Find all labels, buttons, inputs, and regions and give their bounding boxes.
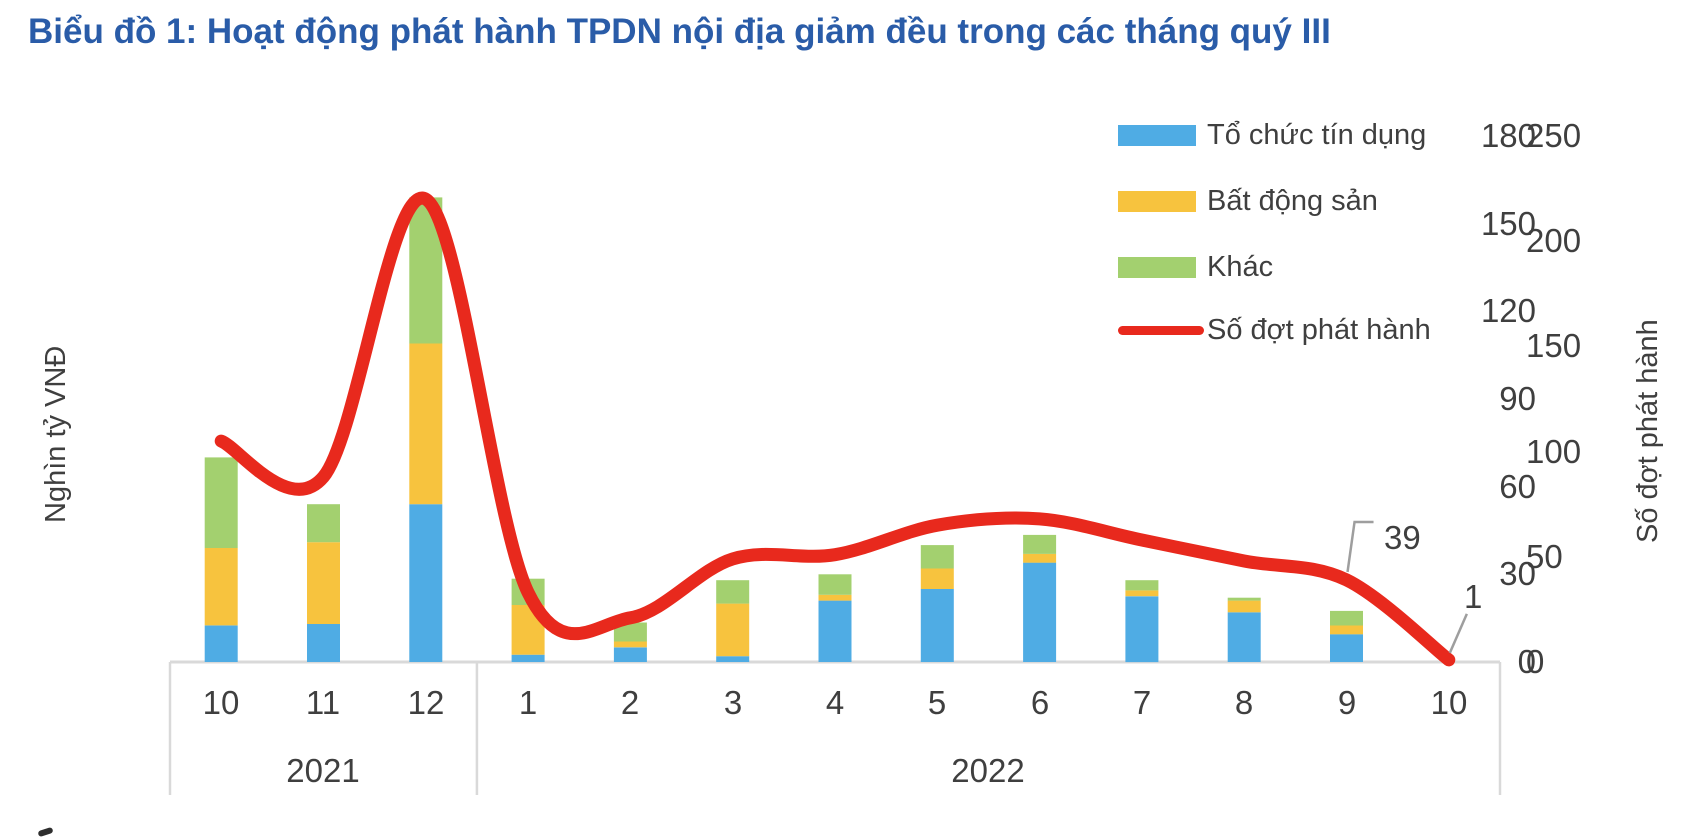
x-tick-6-4: 4 xyxy=(825,684,845,721)
bar-segment-s0-c6 xyxy=(818,600,852,662)
legend-swatch-green xyxy=(1118,256,1196,278)
bar-segment-s2-c10 xyxy=(1227,597,1261,601)
annotation-1: 1 xyxy=(1464,578,1483,615)
left-axis-tick-150: 150 xyxy=(1480,205,1536,242)
legend-label: Tổ chức tín dụng xyxy=(1207,118,1427,151)
bar-segment-s0-c8 xyxy=(1023,562,1057,662)
bar-segment-s2-c5 xyxy=(716,580,750,604)
bar-segment-s0-c5 xyxy=(716,656,750,662)
legend-label: Khác xyxy=(1207,250,1274,283)
x-tick-9-7: 7 xyxy=(1132,684,1152,721)
bar-segment-s2-c0 xyxy=(204,457,238,548)
bar-segment-s2-c6 xyxy=(818,574,852,595)
legend-swatch-yellow xyxy=(1118,190,1196,212)
right-axis-tick-250: 250 xyxy=(1526,117,1582,154)
legend-item-so-dot-phat-hanh: Số đợt phát hành xyxy=(1118,313,1431,347)
bar-segment-s2-c1 xyxy=(307,504,340,543)
chart-title: Biểu đồ 1: Hoạt động phát hành TPDN nội … xyxy=(28,12,1331,51)
left-axis-tick-60: 60 xyxy=(1499,468,1536,505)
bar-segment-s0-c4 xyxy=(613,647,647,662)
left-axis-tick-30: 30 xyxy=(1499,555,1536,592)
x-tick-8-6: 6 xyxy=(1030,684,1050,721)
legend-item-khac: Khác xyxy=(1118,250,1273,284)
x-tick-1-11: 11 xyxy=(305,684,341,721)
x-group-label-2022: 2022 xyxy=(951,752,1025,789)
bar-segment-s1-c5 xyxy=(716,603,750,657)
x-tick-2-12: 12 xyxy=(407,684,445,721)
right-axis-title: Số đợt phát hành xyxy=(1632,319,1664,543)
left-axis-title: Nghìn tỷ VNĐ xyxy=(40,345,72,523)
right-axis-tick-50: 50 xyxy=(1526,538,1563,575)
legend-item-to-chuc-tin-dung: Tổ chức tín dụng xyxy=(1118,118,1426,152)
bar-segment-s2-c8 xyxy=(1023,534,1057,554)
left-axis-tick-0: 0 xyxy=(1517,643,1536,680)
annotation-39: 39 xyxy=(1384,519,1421,556)
bar-segment-s1-c9 xyxy=(1125,590,1159,597)
bar-segment-s0-c9 xyxy=(1125,596,1159,663)
bar-segment-s0-c11 xyxy=(1330,634,1363,662)
bar-segment-s2-c7 xyxy=(920,545,954,569)
right-axis-tick-100: 100 xyxy=(1526,433,1582,470)
bar-segment-s2-c4 xyxy=(613,622,647,642)
bar-segment-s0-c2 xyxy=(409,504,443,662)
legend-swatch-blue xyxy=(1118,124,1196,146)
left-axis-tick-180: 180 xyxy=(1480,117,1536,154)
x-tick-11-9: 9 xyxy=(1337,684,1357,721)
bar-segment-s1-c4 xyxy=(613,641,647,648)
x-tick-5-3: 3 xyxy=(723,684,743,721)
x-tick-4-2: 2 xyxy=(620,684,640,721)
right-axis-tick-200: 200 xyxy=(1526,222,1582,259)
x-tick-7-5: 5 xyxy=(927,684,947,721)
x-group-label-2021: 2021 xyxy=(286,752,360,789)
left-axis-tick-120: 120 xyxy=(1480,292,1536,329)
bar-segment-s1-c8 xyxy=(1023,553,1057,563)
bar-segment-s0-c1 xyxy=(307,624,340,662)
line-series-path xyxy=(214,191,1456,667)
bar-segment-s2-c9 xyxy=(1125,580,1159,591)
right-axis-tick-150: 150 xyxy=(1526,327,1582,364)
x-tick-10-8: 8 xyxy=(1234,684,1254,721)
bar-segment-s0-c0 xyxy=(204,625,238,662)
bar-segment-s1-c6 xyxy=(818,594,852,601)
bar-segment-s1-c7 xyxy=(920,568,954,589)
bar-segment-s1-c2 xyxy=(409,343,443,505)
bar-segment-s1-c1 xyxy=(307,542,340,624)
legend-item-bat-dong-san: Bất động sản xyxy=(1118,184,1378,218)
right-axis-tick-0: 0 xyxy=(1526,643,1545,680)
bar-segment-s1-c0 xyxy=(204,548,238,626)
leader-line-1 xyxy=(1448,613,1468,654)
legend-label: Bất động sản xyxy=(1207,184,1378,217)
bar-segment-s0-c3 xyxy=(511,654,545,662)
leader-line-39 xyxy=(1346,520,1374,573)
legend-swatch-red-line xyxy=(1118,325,1204,335)
bar-segment-s2-c11 xyxy=(1330,610,1363,626)
bar-segment-s1-c10 xyxy=(1227,600,1261,613)
bar-segment-s1-c11 xyxy=(1330,625,1363,635)
legend-label: Số đợt phát hành xyxy=(1207,313,1431,346)
bar-segment-s0-c7 xyxy=(920,588,954,662)
bar-segment-s0-c10 xyxy=(1227,612,1261,662)
x-tick-12-10: 10 xyxy=(1430,684,1468,721)
x-tick-3-1: 1 xyxy=(518,684,538,721)
left-axis-tick-90: 90 xyxy=(1499,380,1536,417)
x-tick-0-10: 10 xyxy=(202,684,240,721)
